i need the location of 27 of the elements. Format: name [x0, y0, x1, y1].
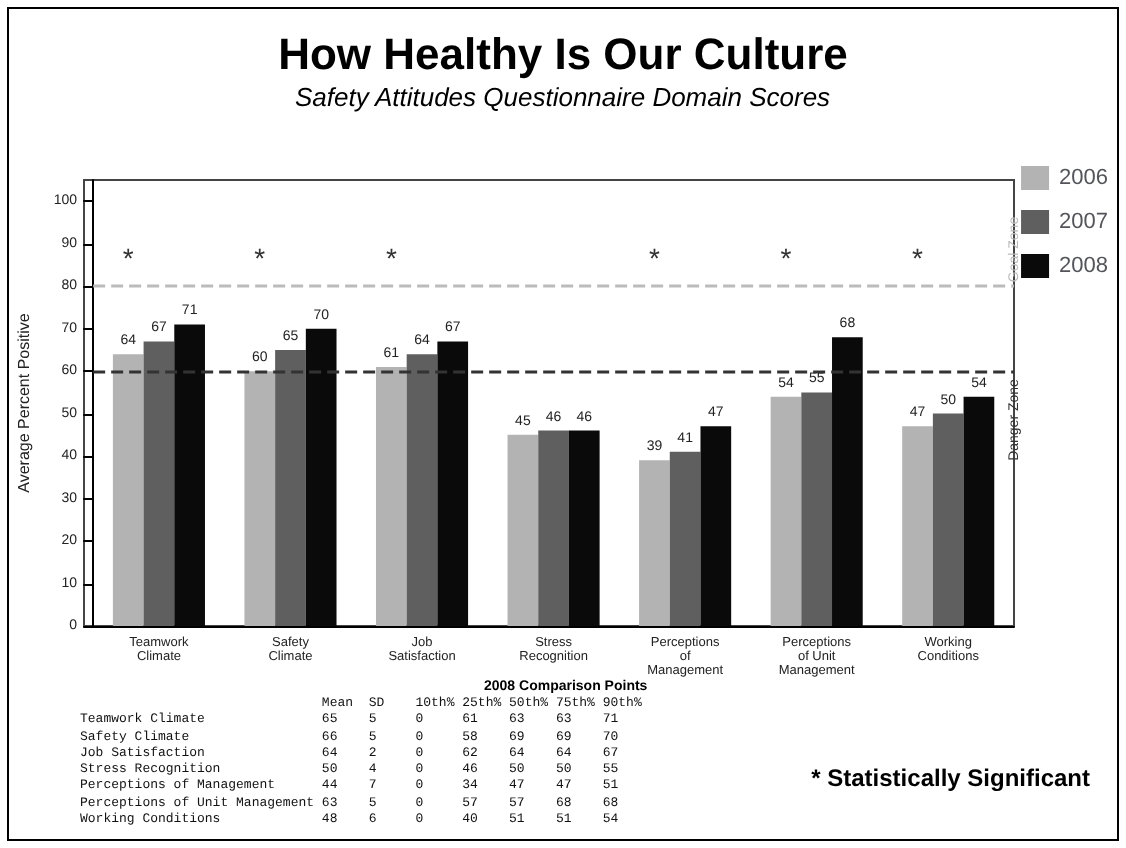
- legend-label: 2006: [1059, 166, 1109, 190]
- bar: [932, 413, 964, 626]
- annotation: *: [912, 242, 925, 275]
- bar: [275, 349, 306, 626]
- annotation: *: [780, 242, 793, 275]
- chart-subtitle: Safety Attitudes Questionnaire Domain Scores: [294, 82, 832, 112]
- legend-label: 2007: [1059, 210, 1109, 234]
- chart-title: How Healthy Is Our Culture: [278, 29, 848, 79]
- legend-label: 2008: [1059, 254, 1109, 278]
- bar: [639, 460, 670, 626]
- bar: [507, 434, 539, 626]
- bar: [112, 354, 144, 626]
- annotation: *: [122, 242, 135, 275]
- text: * Statistically Significant: [811, 764, 1091, 792]
- bar: [244, 371, 276, 626]
- annotation: *: [385, 242, 398, 275]
- bar: [375, 366, 407, 626]
- bar: [143, 341, 175, 626]
- bar: [801, 392, 833, 626]
- y-axis-title: Average Percent Positive: [15, 312, 33, 493]
- annotation: *: [254, 242, 267, 275]
- bar: [538, 430, 569, 626]
- bar: [669, 451, 701, 626]
- bar: [902, 426, 933, 626]
- annotation: *: [648, 242, 661, 275]
- bar: [406, 354, 438, 626]
- bar: [770, 396, 802, 626]
